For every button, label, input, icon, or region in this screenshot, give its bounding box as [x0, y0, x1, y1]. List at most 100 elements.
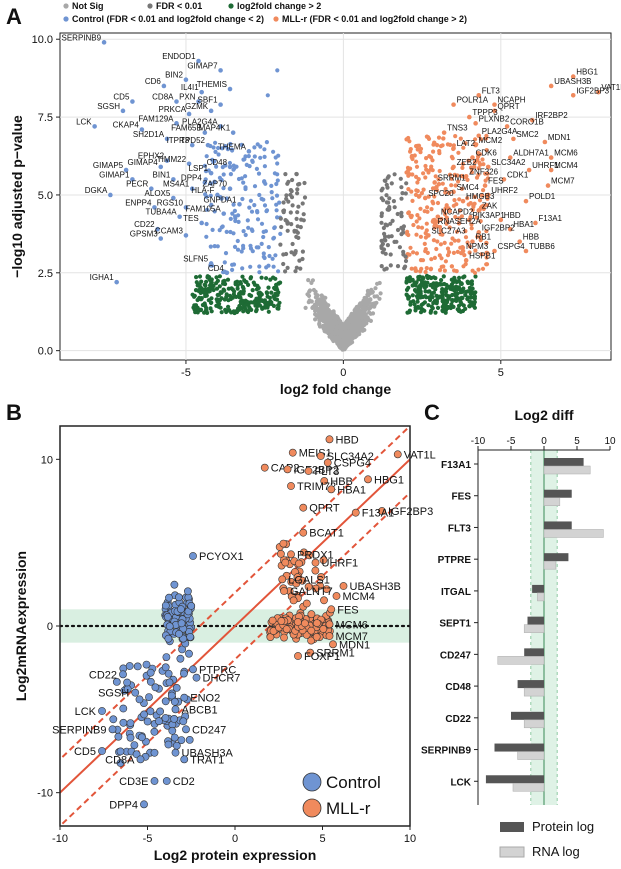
log2-diff-bar-chart: F13A1 FES FLT3 PTPRE ITGAL SEPT1 CD247 CD48 CD22…	[421, 436, 616, 859]
point-label: MDN1	[548, 133, 571, 142]
point-label: UHRF1	[532, 161, 559, 170]
volcano-point	[281, 208, 286, 214]
volcano-point	[247, 292, 252, 298]
volcano-point	[463, 306, 468, 311]
volcano-point	[415, 299, 420, 304]
volcano-point	[229, 286, 234, 291]
labeled-point-marker	[182, 725, 190, 734]
volcano-point	[219, 177, 224, 183]
volcano-point	[485, 171, 490, 176]
scatter-point	[161, 697, 170, 706]
bar-protein	[485, 775, 544, 784]
volcano-point	[215, 278, 220, 283]
x-tick-label: -5	[181, 367, 191, 379]
labeled-point-marker	[98, 747, 106, 755]
volcano-point	[269, 290, 274, 295]
volcano-point	[416, 225, 421, 230]
volcano-point	[439, 216, 444, 222]
volcano-point	[290, 203, 295, 208]
volcano-point	[266, 285, 271, 290]
volcano-point	[217, 284, 222, 289]
volcano-point	[220, 146, 225, 151]
y-tick-label: 0	[47, 621, 53, 633]
volcano-point	[406, 168, 411, 173]
labeled-point-marker	[596, 89, 601, 95]
scatter-point	[140, 710, 148, 719]
volcano-point	[193, 310, 198, 315]
labeled-point-marker	[432, 180, 437, 185]
volcano-point	[292, 228, 297, 233]
volcano-point	[459, 186, 465, 191]
point-label: SBF1	[198, 96, 219, 105]
point-label: POLD1	[529, 192, 556, 201]
labeled-point-marker	[189, 142, 195, 148]
volcano-point	[377, 280, 382, 286]
volcano-point	[263, 229, 268, 234]
scatter-point	[319, 556, 328, 564]
point-label: QPRT	[498, 102, 520, 111]
point-label: F13A1	[538, 214, 562, 223]
scatter-point	[161, 714, 170, 722]
scatter-point	[176, 654, 185, 663]
volcano-point	[406, 187, 411, 192]
volcano-point	[236, 306, 241, 311]
volcano-point	[428, 267, 433, 272]
volcano-point	[272, 295, 277, 300]
volcano-point	[235, 279, 240, 284]
point-label: FAM105A	[186, 205, 222, 214]
volcano-point	[457, 208, 462, 213]
volcano-point	[286, 199, 291, 204]
volcano-point	[255, 217, 261, 222]
bar-chart-bars	[485, 458, 604, 792]
volcano-point	[475, 234, 480, 239]
volcano-point	[439, 256, 444, 261]
volcano-point	[461, 145, 466, 150]
volcano-point	[418, 150, 423, 155]
point-label: TRIM72	[297, 481, 336, 493]
labeled-point-marker	[473, 121, 478, 126]
volcano-point	[343, 324, 348, 329]
volcano-point	[307, 289, 312, 294]
volcano-point	[360, 323, 365, 328]
volcano-point	[205, 207, 210, 212]
volcano-point	[239, 306, 244, 311]
volcano-point	[400, 191, 405, 196]
volcano-point	[435, 239, 440, 244]
volcano-point	[451, 250, 456, 255]
volcano-point	[294, 216, 299, 221]
volcano-point	[278, 242, 283, 247]
scatter-point	[293, 618, 302, 626]
volcano-point	[424, 280, 429, 286]
volcano-point	[443, 212, 448, 217]
volcano-point	[484, 148, 489, 153]
labeled-point-marker	[311, 558, 320, 567]
category-label: ITGAL	[441, 587, 471, 598]
volcano-point	[285, 265, 290, 270]
volcano-point	[432, 140, 437, 145]
volcano-point	[316, 309, 321, 314]
point-label: POLR1A	[457, 96, 489, 105]
bar-rna	[537, 592, 545, 602]
volcano-point	[449, 302, 454, 307]
volcano-point	[429, 207, 434, 212]
volcano-point	[349, 311, 354, 316]
volcano-point	[289, 222, 294, 227]
scatter-point	[312, 633, 321, 641]
volcano-point	[368, 297, 373, 302]
volcano-point	[217, 274, 222, 279]
scatter-point	[116, 747, 125, 756]
scatter-point	[112, 678, 121, 686]
volcano-point	[414, 219, 419, 224]
volcano-point	[385, 223, 390, 228]
panel-label-a: A	[6, 4, 22, 29]
volcano-point	[262, 154, 267, 159]
volcano-point	[236, 219, 241, 224]
volcano-point	[278, 231, 283, 236]
point-label: PLXNB2	[479, 114, 510, 123]
volcano-point	[439, 278, 444, 283]
volcano-point	[382, 178, 387, 183]
legend-marker	[302, 772, 322, 792]
point-label: IL4I1	[181, 83, 199, 92]
point-label: CKAP4	[113, 121, 140, 130]
